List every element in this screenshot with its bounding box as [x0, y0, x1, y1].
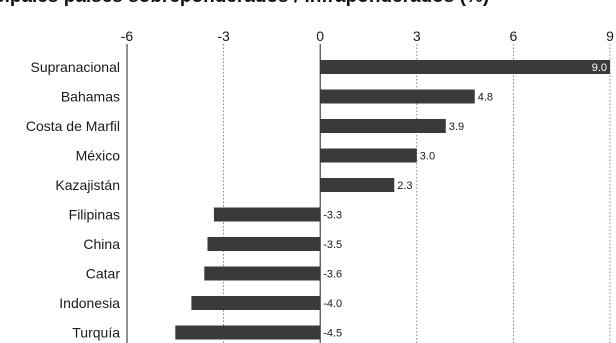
data-label: 4.8 [478, 92, 493, 104]
x-tick-label: -6 [121, 28, 134, 44]
data-labels: 9.0 4.8 3.9 3.0 2.3 -3.3 -3.5 -3.6 -4.0 -4.5 [323, 62, 607, 340]
category-label: Kazajistán [55, 177, 120, 193]
data-label: 3.0 [420, 151, 435, 163]
bars [175, 60, 610, 340]
x-tick-label: -3 [217, 28, 230, 44]
x-tick-label: 9 [606, 28, 614, 44]
category-label: Catar [86, 266, 121, 282]
bar [191, 296, 321, 310]
category-labels: Supranacional Bahamas Costa de Marfil Méxic… [26, 59, 120, 341]
chart-title: cipales países sobreponderados / infrapo… [0, 0, 489, 8]
x-tick-label: 0 [316, 28, 324, 44]
bar [204, 266, 321, 281]
data-label: 3.9 [449, 121, 464, 133]
data-label: -3.6 [323, 269, 342, 281]
x-tick-label: 6 [510, 28, 518, 44]
category-label: México [76, 148, 121, 164]
category-label: Costa de Marfil [26, 118, 120, 134]
data-label: 9.0 [592, 62, 607, 74]
category-label: Indonesia [59, 295, 120, 311]
bar [207, 237, 321, 251]
data-label: -3.3 [323, 210, 342, 222]
category-label: Filipinas [69, 207, 120, 223]
data-label: -3.5 [323, 239, 342, 251]
data-label: -4.5 [323, 328, 342, 340]
category-label: Supranacional [30, 59, 120, 75]
bar [320, 119, 446, 133]
category-label: Bahamas [61, 89, 120, 105]
bar [175, 325, 321, 340]
bar [320, 89, 475, 104]
bar [320, 60, 610, 74]
x-tick-labels: -6 -3 0 3 6 9 [121, 28, 614, 44]
bar [213, 207, 321, 222]
bar [320, 178, 395, 192]
x-tick-label: 3 [413, 28, 421, 44]
category-label: China [83, 236, 120, 252]
bar [320, 148, 417, 163]
data-label: 2.3 [397, 180, 412, 192]
data-label: -4.0 [323, 298, 342, 310]
category-label: Turquía [72, 325, 120, 341]
